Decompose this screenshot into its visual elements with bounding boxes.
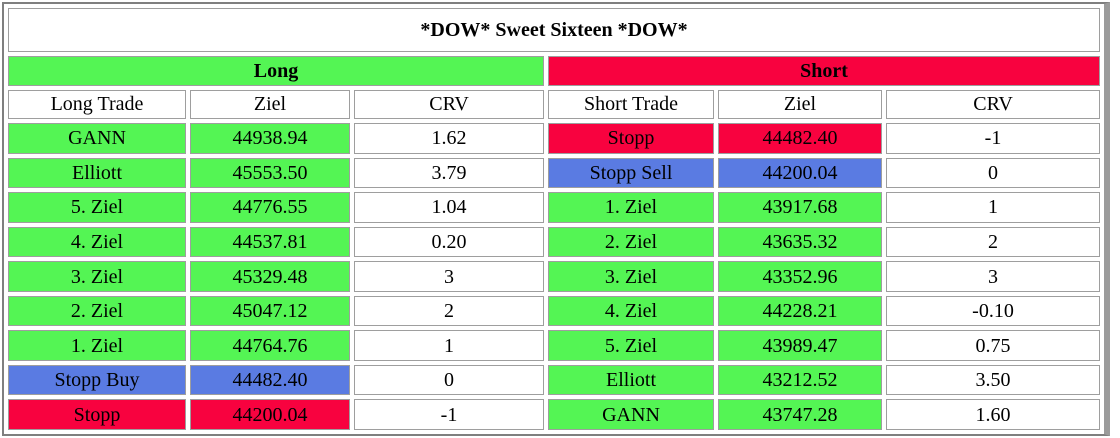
table-row: 3. Ziel 45329.48 3 3. Ziel 43352.96 3 [8, 261, 1101, 292]
table-row: Elliott 45553.50 3.79 Stopp Sell 44200.0… [8, 157, 1101, 189]
long-section-header: Long [8, 56, 544, 86]
short-trade-cell: Stopp [548, 123, 714, 154]
long-crv-cell: 1.62 [354, 123, 544, 154]
long-crv-cell: 1.04 [354, 192, 544, 223]
short-trade-cell: Elliott [548, 364, 714, 396]
long-ziel-cell: 45047.12 [190, 295, 350, 327]
short-trade-cell: 5. Ziel [548, 330, 714, 361]
long-ziel-cell: 44764.76 [190, 330, 350, 361]
long-crv-cell: 0.20 [354, 226, 544, 258]
long-ziel-cell: 45553.50 [190, 157, 350, 189]
short-crv-cell: 1.60 [886, 399, 1101, 430]
short-ziel-cell: 43352.96 [718, 261, 882, 292]
short-crv-cell: 1 [886, 192, 1101, 223]
page-title: *DOW* Sweet Sixteen *DOW* [8, 8, 1101, 53]
table-row: Stopp 44200.04 -1 GANN 43747.28 1.60 [8, 399, 1101, 430]
table-row: 5. Ziel 44776.55 1.04 1. Ziel 43917.68 1 [8, 192, 1101, 223]
short-section-header: Short [548, 56, 1101, 86]
short-ziel-cell: 43917.68 [718, 192, 882, 223]
column-header-row: Long Trade Ziel CRV Short Trade Ziel CRV [8, 89, 1101, 120]
long-ziel-cell: 45329.48 [190, 261, 350, 292]
short-ziel-column-header: Ziel [718, 89, 882, 120]
long-ziel-cell: 44200.04 [190, 399, 350, 430]
short-trade-cell: 1. Ziel [548, 192, 714, 223]
table-row: 4. Ziel 44537.81 0.20 2. Ziel 43635.32 2 [8, 226, 1101, 258]
short-trade-cell: 4. Ziel [548, 295, 714, 327]
long-crv-cell: 3 [354, 261, 544, 292]
title-row: *DOW* Sweet Sixteen *DOW* [8, 8, 1101, 53]
long-ziel-column-header: Ziel [190, 89, 350, 120]
short-ziel-cell: 43212.52 [718, 364, 882, 396]
long-crv-cell: 0 [354, 364, 544, 396]
short-ziel-cell: 44482.40 [718, 123, 882, 154]
short-ziel-cell: 43989.47 [718, 330, 882, 361]
short-trade-cell: GANN [548, 399, 714, 430]
sweet-sixteen-table: *DOW* Sweet Sixteen *DOW* Long Short Lon… [4, 4, 1104, 434]
short-crv-cell: 2 [886, 226, 1101, 258]
long-crv-cell: 1 [354, 330, 544, 361]
long-trade-cell: 3. Ziel [8, 261, 186, 292]
short-crv-cell: 0 [886, 157, 1101, 189]
short-trade-cell: 3. Ziel [548, 261, 714, 292]
short-crv-column-header: CRV [886, 89, 1101, 120]
long-ziel-cell: 44938.94 [190, 123, 350, 154]
short-crv-cell: 3.50 [886, 364, 1101, 396]
long-trade-cell: 5. Ziel [8, 192, 186, 223]
long-ziel-cell: 44537.81 [190, 226, 350, 258]
short-trade-cell: 2. Ziel [548, 226, 714, 258]
short-ziel-cell: 43747.28 [718, 399, 882, 430]
short-crv-cell: -1 [886, 123, 1101, 154]
short-crv-cell: 0.75 [886, 330, 1101, 361]
long-crv-cell: 2 [354, 295, 544, 327]
long-ziel-cell: 44482.40 [190, 364, 350, 396]
table-row: GANN 44938.94 1.62 Stopp 44482.40 -1 [8, 123, 1101, 154]
table-row: 1. Ziel 44764.76 1 5. Ziel 43989.47 0.75 [8, 330, 1101, 361]
section-header-row: Long Short [8, 56, 1101, 86]
long-crv-column-header: CRV [354, 89, 544, 120]
long-ziel-cell: 44776.55 [190, 192, 350, 223]
long-trade-cell: Stopp [8, 399, 186, 430]
table-row: 2. Ziel 45047.12 2 4. Ziel 44228.21 -0.1… [8, 295, 1101, 327]
short-trade-cell: Stopp Sell [548, 157, 714, 189]
short-crv-cell: 3 [886, 261, 1101, 292]
long-crv-cell: -1 [354, 399, 544, 430]
long-trade-cell: Elliott [8, 157, 186, 189]
short-trade-column-header: Short Trade [548, 89, 714, 120]
long-trade-cell: 2. Ziel [8, 295, 186, 327]
short-ziel-cell: 44228.21 [718, 295, 882, 327]
long-crv-cell: 3.79 [354, 157, 544, 189]
long-trade-column-header: Long Trade [8, 89, 186, 120]
short-ziel-cell: 44200.04 [718, 157, 882, 189]
long-trade-cell: Stopp Buy [8, 364, 186, 396]
table-row: Stopp Buy 44482.40 0 Elliott 43212.52 3.… [8, 364, 1101, 396]
long-trade-cell: GANN [8, 123, 186, 154]
short-crv-cell: -0.10 [886, 295, 1101, 327]
long-trade-cell: 1. Ziel [8, 330, 186, 361]
long-trade-cell: 4. Ziel [8, 226, 186, 258]
short-ziel-cell: 43635.32 [718, 226, 882, 258]
